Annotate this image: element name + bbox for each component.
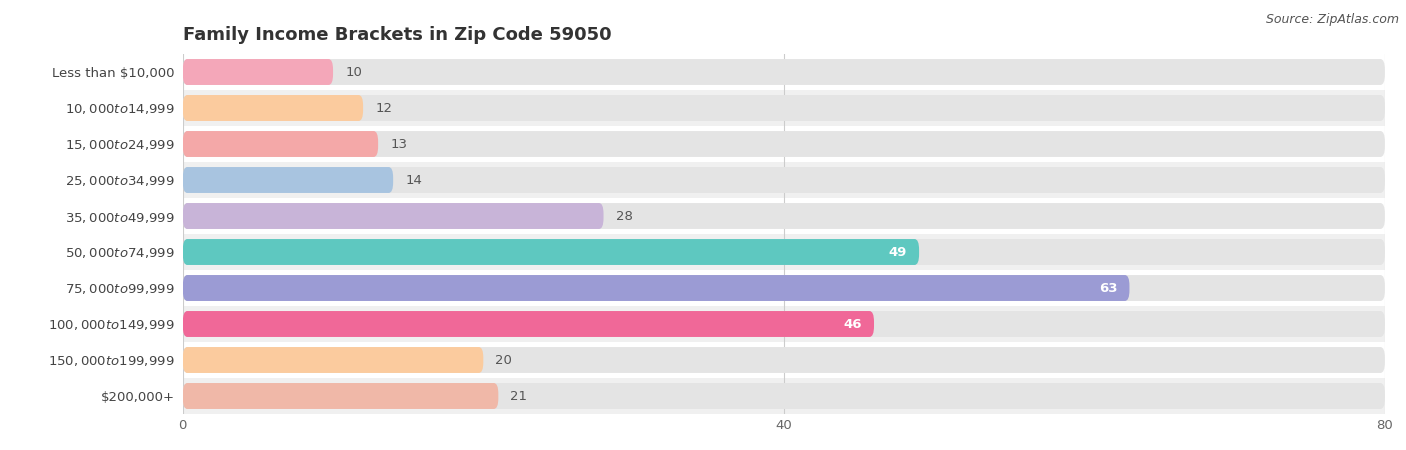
Text: 46: 46 <box>844 318 862 330</box>
FancyBboxPatch shape <box>183 59 333 85</box>
Bar <box>183 126 1385 162</box>
FancyBboxPatch shape <box>183 203 1385 229</box>
Text: Source: ZipAtlas.com: Source: ZipAtlas.com <box>1265 14 1399 27</box>
FancyBboxPatch shape <box>183 95 363 121</box>
Bar <box>183 270 1385 306</box>
Text: 63: 63 <box>1099 282 1118 294</box>
FancyBboxPatch shape <box>183 347 484 373</box>
FancyBboxPatch shape <box>183 347 1385 373</box>
FancyBboxPatch shape <box>183 167 394 193</box>
Text: 12: 12 <box>375 102 392 114</box>
Bar <box>183 198 1385 234</box>
FancyBboxPatch shape <box>183 239 920 265</box>
Bar <box>183 162 1385 198</box>
Bar <box>183 90 1385 126</box>
FancyBboxPatch shape <box>183 275 1385 301</box>
Bar <box>183 342 1385 378</box>
FancyBboxPatch shape <box>183 311 1385 337</box>
FancyBboxPatch shape <box>183 131 378 157</box>
FancyBboxPatch shape <box>183 131 1385 157</box>
FancyBboxPatch shape <box>183 95 1385 121</box>
FancyBboxPatch shape <box>183 275 1129 301</box>
Bar <box>183 378 1385 414</box>
Text: 13: 13 <box>389 138 408 150</box>
FancyBboxPatch shape <box>183 59 1385 85</box>
FancyBboxPatch shape <box>183 203 603 229</box>
FancyBboxPatch shape <box>183 167 1385 193</box>
Text: 21: 21 <box>510 390 527 402</box>
Text: 10: 10 <box>344 66 361 78</box>
FancyBboxPatch shape <box>183 239 1385 265</box>
Text: 20: 20 <box>495 354 512 366</box>
FancyBboxPatch shape <box>183 311 875 337</box>
Text: 28: 28 <box>616 210 633 222</box>
FancyBboxPatch shape <box>183 383 498 409</box>
Bar <box>183 234 1385 270</box>
Bar <box>183 306 1385 342</box>
Bar <box>183 54 1385 90</box>
Text: 14: 14 <box>405 174 422 186</box>
Text: 49: 49 <box>889 246 907 258</box>
FancyBboxPatch shape <box>183 383 1385 409</box>
Text: Family Income Brackets in Zip Code 59050: Family Income Brackets in Zip Code 59050 <box>183 26 612 44</box>
